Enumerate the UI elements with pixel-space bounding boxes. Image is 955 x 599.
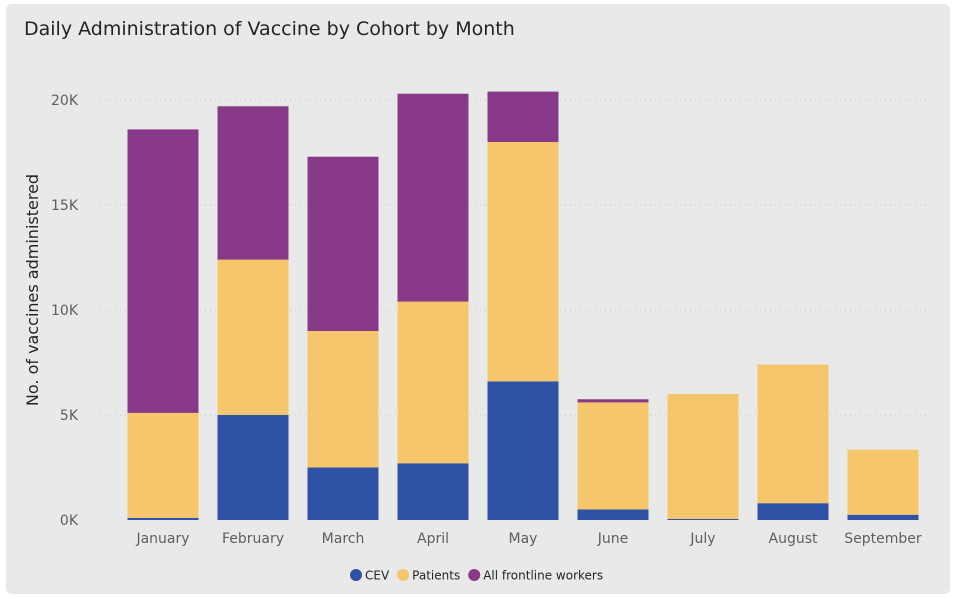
y-tick-label: 15K xyxy=(51,198,79,214)
x-tick-label: March xyxy=(322,531,365,547)
x-tick-label: January xyxy=(135,531,189,547)
bar-segment[interactable] xyxy=(577,509,649,521)
x-tick-label: July xyxy=(689,531,715,547)
bar-segment[interactable] xyxy=(127,129,199,413)
legend-swatch xyxy=(397,569,410,581)
bar-segment[interactable] xyxy=(217,415,289,520)
bar-segment[interactable] xyxy=(397,93,469,302)
y-tick-label: 10K xyxy=(51,303,79,319)
bar-segment[interactable] xyxy=(487,91,559,142)
x-tick-label: February xyxy=(222,531,284,547)
bar-segment[interactable] xyxy=(847,514,919,520)
bar-segment[interactable] xyxy=(307,331,379,468)
bar-segment[interactable] xyxy=(217,106,289,260)
bar-segment[interactable] xyxy=(487,142,559,382)
legend-swatch xyxy=(468,569,481,581)
x-tick-label: September xyxy=(844,531,922,547)
bar-segment[interactable] xyxy=(667,394,739,519)
y-tick-label: 0K xyxy=(60,513,79,529)
bar-segment[interactable] xyxy=(757,364,829,504)
legend-label: All frontline workers xyxy=(483,569,603,583)
x-tick-label: August xyxy=(769,531,819,547)
legend-label: CEV xyxy=(365,569,390,583)
bar-segment[interactable] xyxy=(577,402,649,510)
bar-segment[interactable] xyxy=(397,463,469,520)
x-tick-label: June xyxy=(597,531,629,547)
bar-segment[interactable] xyxy=(307,467,379,521)
bar-segment[interactable] xyxy=(667,518,739,520)
bar-segment[interactable] xyxy=(847,449,919,515)
bar-segment[interactable] xyxy=(217,259,289,415)
bar-segment[interactable] xyxy=(487,381,559,520)
y-axis-label: No. of vaccines administered xyxy=(23,174,42,406)
legend: CEV Patients All frontline workers xyxy=(350,569,603,583)
y-tick-label: 5K xyxy=(60,408,79,424)
bar-segment[interactable] xyxy=(307,156,379,331)
y-axis-ticks: 0K 5K 10K 15K 20K xyxy=(51,93,79,529)
bar-segment[interactable] xyxy=(397,301,469,464)
y-tick-label: 20K xyxy=(51,93,79,109)
x-axis-ticks: January February March April May June July Augu… xyxy=(135,531,921,547)
bar-segment[interactable] xyxy=(127,517,199,520)
legend-label: Patients xyxy=(412,569,460,583)
bar-segment[interactable] xyxy=(757,503,829,520)
chart-title: Daily Administration of Vaccine by Cohor… xyxy=(24,18,515,40)
x-tick-label: April xyxy=(417,531,449,547)
legend-swatch xyxy=(350,569,362,581)
bar-segment[interactable] xyxy=(127,412,199,518)
bars xyxy=(127,91,919,521)
x-tick-label: May xyxy=(509,531,538,547)
bar-segment[interactable] xyxy=(577,399,649,403)
